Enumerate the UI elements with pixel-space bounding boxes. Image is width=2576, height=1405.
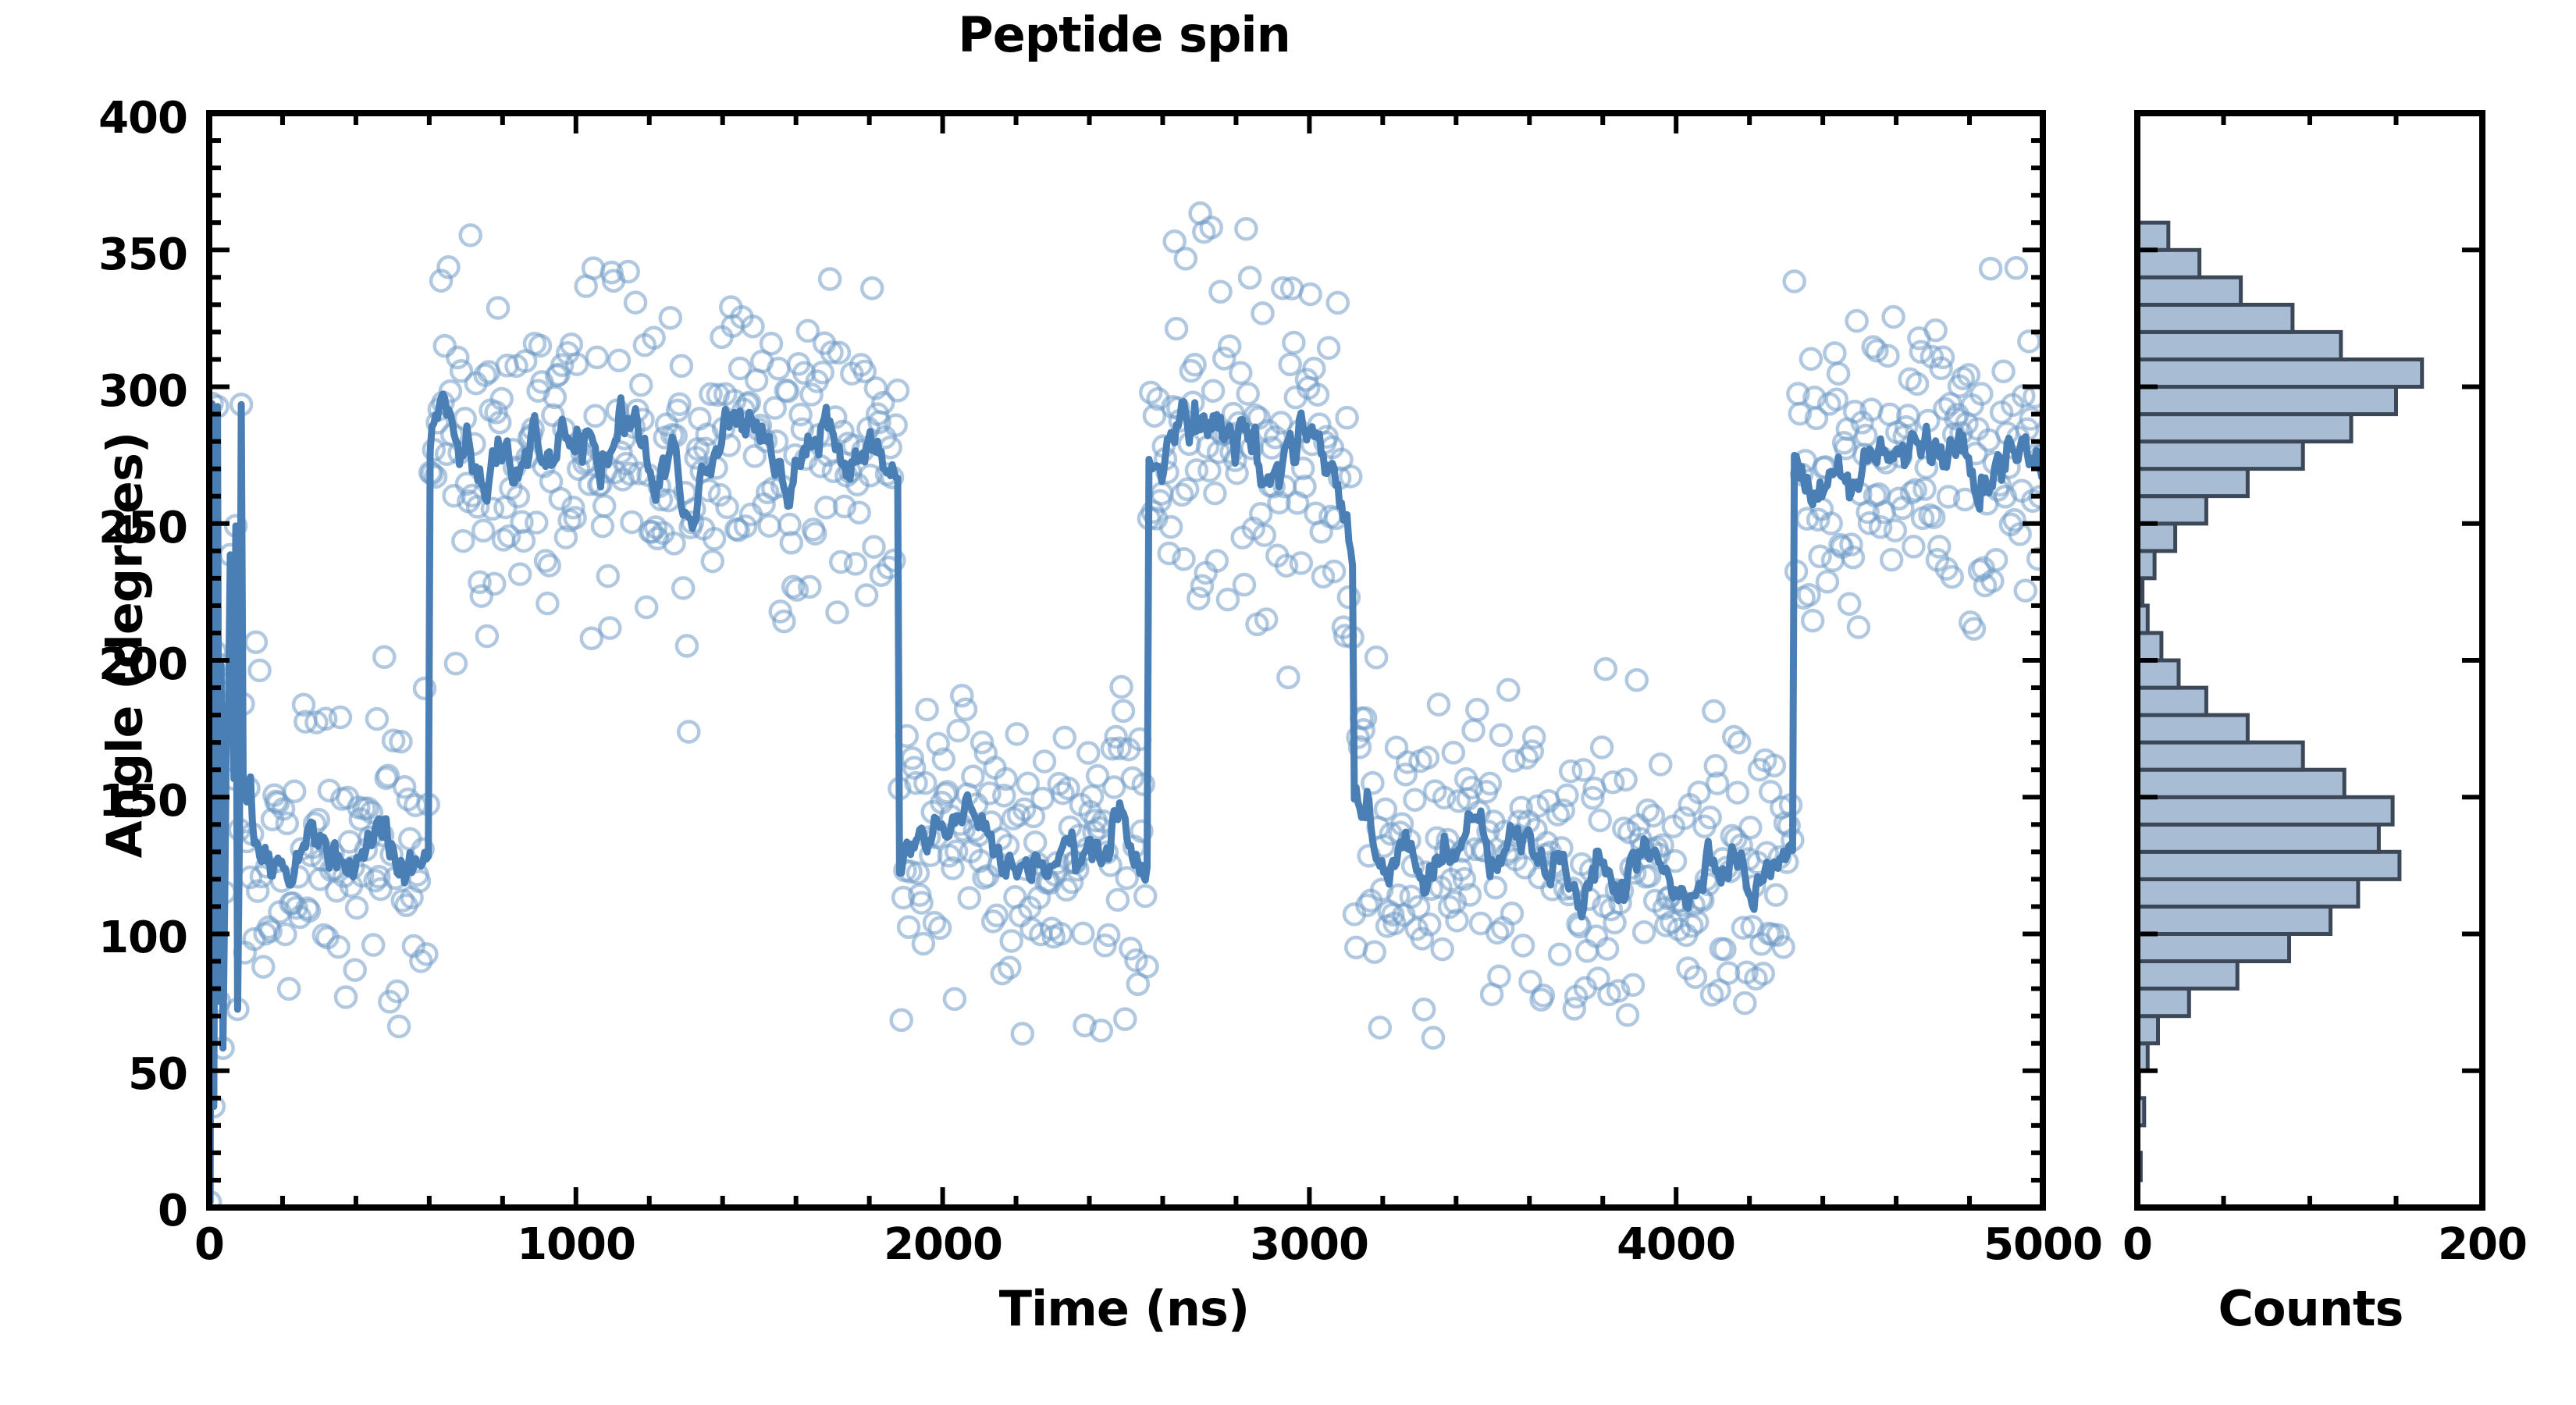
scatter-markers-group	[209, 201, 2043, 1208]
x-tick-label-5000: 5000	[1984, 1219, 2103, 1270]
chart-title: Peptide spin	[958, 6, 1290, 63]
x-tick-label-2000: 2000	[884, 1219, 1003, 1270]
y-tick-label-250: 250	[98, 503, 188, 553]
y-tick-label-350: 350	[98, 229, 188, 280]
hist-x-tick-label-0: 0	[2122, 1219, 2153, 1270]
y-tick-label-400: 400	[98, 93, 188, 144]
y-tick-label-50: 50	[128, 1049, 188, 1100]
main-x-axis-label: Time (ns)	[998, 1280, 1251, 1337]
x-tick-label-3000: 3000	[1250, 1219, 1369, 1270]
running-average-line	[209, 390, 2043, 1206]
axes-frames-and-ticks	[206, 110, 2485, 1211]
y-tick-label-150: 150	[98, 776, 188, 827]
hist-x-tick-label-200: 200	[2438, 1219, 2528, 1270]
histogram-bars-group	[2137, 220, 2425, 1183]
x-tick-label-4000: 4000	[1617, 1219, 1736, 1270]
x-tick-label-0: 0	[194, 1219, 225, 1270]
y-tick-label-200: 200	[98, 639, 188, 690]
y-tick-label-300: 300	[98, 366, 188, 417]
hist-x-axis-label: Counts	[2218, 1280, 2404, 1337]
y-tick-label-0: 0	[158, 1186, 188, 1236]
y-tick-label-100: 100	[98, 912, 188, 963]
x-tick-label-1000: 1000	[517, 1219, 636, 1270]
